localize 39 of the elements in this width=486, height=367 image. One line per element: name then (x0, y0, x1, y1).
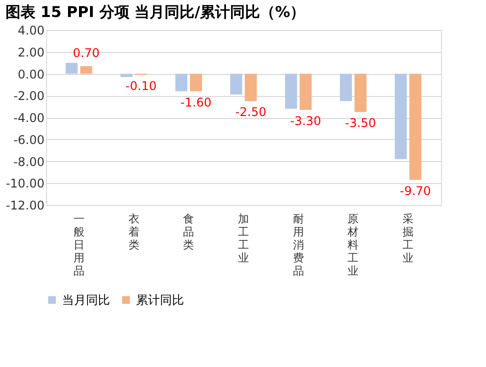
chart-title: 图表 15 PPI 分项 当月同比/累计同比（%） (5, 3, 306, 21)
y-tick-label: -2.00 (13, 89, 44, 104)
bar (285, 74, 298, 109)
x-tick-label: 原材料工业 (346, 212, 359, 278)
y-tick-label: 2.00 (18, 45, 44, 60)
bar (175, 74, 188, 92)
bar (80, 66, 92, 74)
y-tick-label: -8.00 (13, 154, 44, 169)
x-tick-label: 采掘工业 (402, 212, 414, 264)
bar (409, 74, 422, 180)
y-tick-label: 4.00 (18, 24, 44, 38)
y-tick-label: -6.00 (13, 132, 44, 147)
bar (340, 74, 352, 102)
data-label: -0.10 (126, 78, 157, 93)
y-tick-label: -10.00 (6, 176, 44, 191)
y-tick-label: -12.00 (6, 198, 44, 212)
x-tick-label: 衣着类 (128, 212, 140, 252)
bar (120, 74, 132, 78)
bar (300, 74, 312, 110)
x-tick-label: 一般日用品 (73, 212, 84, 278)
x-tick-label: 耐用消费品 (292, 212, 304, 278)
data-label: -2.50 (235, 105, 266, 120)
bar (354, 74, 367, 112)
data-label: 0.70 (72, 46, 100, 60)
y-tick-label: -4.00 (13, 111, 44, 125)
bar (244, 74, 257, 102)
legend-label: 当月同比 (62, 293, 110, 307)
bar (230, 74, 242, 95)
y-tick-label: 0.00 (18, 67, 44, 82)
x-tick-label: 食品类 (183, 212, 194, 252)
bar (394, 74, 407, 160)
data-label: -9.70 (400, 184, 431, 198)
data-label: -1.60 (180, 95, 212, 110)
data-label: -3.30 (290, 114, 322, 128)
bar (190, 74, 202, 92)
bar (66, 62, 78, 74)
x-tick-label: 加工工业 (238, 212, 249, 264)
legend-label: 累计同比 (136, 293, 184, 307)
data-label: -3.50 (345, 116, 376, 130)
